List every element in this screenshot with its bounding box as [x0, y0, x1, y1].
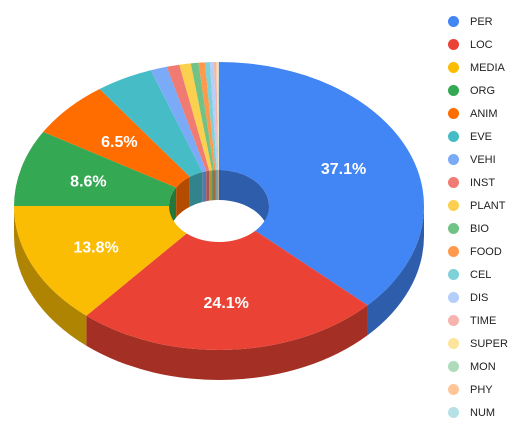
legend-label: MON — [470, 360, 496, 373]
slice-media — [14, 206, 187, 316]
slice-vehi — [150, 66, 207, 173]
slice-loc — [86, 230, 368, 350]
slice-side-per — [367, 206, 424, 336]
legend-swatch — [448, 62, 459, 73]
slice-super — [216, 62, 219, 171]
slice-label-org: 8.6% — [70, 173, 106, 190]
slice-inner-wall-plant — [209, 170, 213, 201]
legend-item-dis: DIS — [448, 286, 514, 309]
legend-label: VEHI — [470, 153, 496, 166]
legend-item-food: FOOD — [448, 240, 514, 263]
legend-swatch — [448, 16, 459, 27]
slice-cel — [204, 62, 217, 171]
slice-label-anim: 6.5% — [101, 134, 137, 151]
legend-swatch — [448, 154, 459, 165]
slice-per — [219, 62, 424, 306]
slice-inner-wall-inst — [206, 170, 210, 202]
slice-plant — [179, 63, 213, 171]
legend-swatch — [448, 39, 459, 50]
legend-item-mon: MON — [448, 355, 514, 378]
pie-labels: 37.1% 24.1% 13.8% 8.6% 6.5% — [70, 134, 366, 312]
legend: PER LOC MEDIA ORG ANIM EVE VEHI INST PLANT BIO FOO… — [448, 10, 514, 424]
slice-mon — [217, 62, 219, 171]
pie-slices — [14, 62, 424, 350]
legend-item-bio: BIO — [448, 217, 514, 240]
slice-bio — [190, 62, 214, 171]
slice-inner-wall-per — [219, 170, 269, 236]
legend-item-time: TIME — [448, 309, 514, 332]
slice-org — [14, 131, 177, 206]
slice-side-media — [14, 206, 87, 346]
pie-depth — [14, 170, 424, 380]
legend-label: MEDIA — [470, 61, 505, 74]
slice-dis — [209, 62, 218, 171]
legend-swatch — [448, 177, 459, 188]
slice-time — [213, 62, 219, 171]
legend-swatch — [448, 108, 459, 119]
legend-label: PLANT — [470, 199, 506, 212]
legend-item-org: ORG — [448, 79, 514, 102]
slice-phy — [218, 62, 219, 171]
slice-inst — [166, 64, 210, 172]
legend-label: SUPER — [470, 337, 508, 350]
legend-swatch — [448, 315, 459, 326]
legend-item-anim: ANIM — [448, 102, 514, 125]
legend-label: CEL — [470, 268, 492, 281]
slice-anim — [43, 88, 190, 188]
legend-swatch — [448, 85, 459, 96]
legend-label: EVE — [470, 130, 493, 143]
legend-swatch — [448, 292, 459, 303]
legend-swatch — [448, 338, 459, 349]
legend-label: NUM — [470, 406, 496, 419]
legend-item-media: MEDIA — [448, 56, 514, 79]
legend-item-num: NUM — [448, 401, 514, 424]
slice-inner-wall-anim — [176, 176, 190, 218]
legend-label: DIS — [470, 291, 489, 304]
slice-inner-wall-dis — [216, 170, 218, 201]
legend-item-super: SUPER — [448, 332, 514, 355]
legend-swatch — [448, 269, 459, 280]
legend-item-eve: EVE — [448, 125, 514, 148]
legend-item-phy: PHY — [448, 378, 514, 401]
legend-item-cel: CEL — [448, 263, 514, 286]
legend-label: BIO — [470, 222, 489, 235]
pie-chart: 37.1% 24.1% 13.8% 8.6% 6.5% — [14, 62, 424, 380]
legend-item-inst: INST — [448, 171, 514, 194]
legend-label: PER — [470, 15, 493, 28]
legend-label: ANIM — [470, 107, 498, 120]
slice-label-loc: 24.1% — [204, 295, 249, 312]
legend-label: PHY — [470, 383, 493, 396]
slice-label-media: 13.8% — [73, 239, 118, 256]
legend-label: ORG — [470, 84, 496, 97]
legend-label: FOOD — [470, 245, 502, 258]
legend-swatch — [448, 131, 459, 142]
legend-item-loc: LOC — [448, 33, 514, 56]
slice-label-per: 37.1% — [321, 161, 366, 178]
slice-eve — [99, 70, 203, 177]
legend-swatch — [448, 223, 459, 234]
legend-swatch — [448, 384, 459, 395]
legend-swatch — [448, 246, 459, 257]
legend-item-vehi: VEHI — [448, 148, 514, 171]
slice-inner-wall-vehi — [202, 171, 207, 203]
legend-swatch — [448, 361, 459, 372]
slice-inner-wall-time — [217, 170, 219, 201]
legend-swatch — [448, 200, 459, 211]
legend-label: INST — [470, 176, 496, 189]
legend-label: TIME — [470, 314, 497, 327]
slice-side-loc — [86, 305, 368, 380]
slice-inner-wall-cel — [215, 170, 217, 201]
slice-inner-wall-bio — [212, 170, 214, 201]
slice-inner-wall-food — [213, 170, 216, 201]
legend-item-plant: PLANT — [448, 194, 514, 217]
legend-label: LOC — [470, 38, 493, 51]
legend-swatch — [448, 407, 459, 418]
legend-item-per: PER — [448, 10, 514, 33]
slice-food — [198, 62, 216, 171]
slice-inner-wall-eve — [189, 172, 203, 207]
